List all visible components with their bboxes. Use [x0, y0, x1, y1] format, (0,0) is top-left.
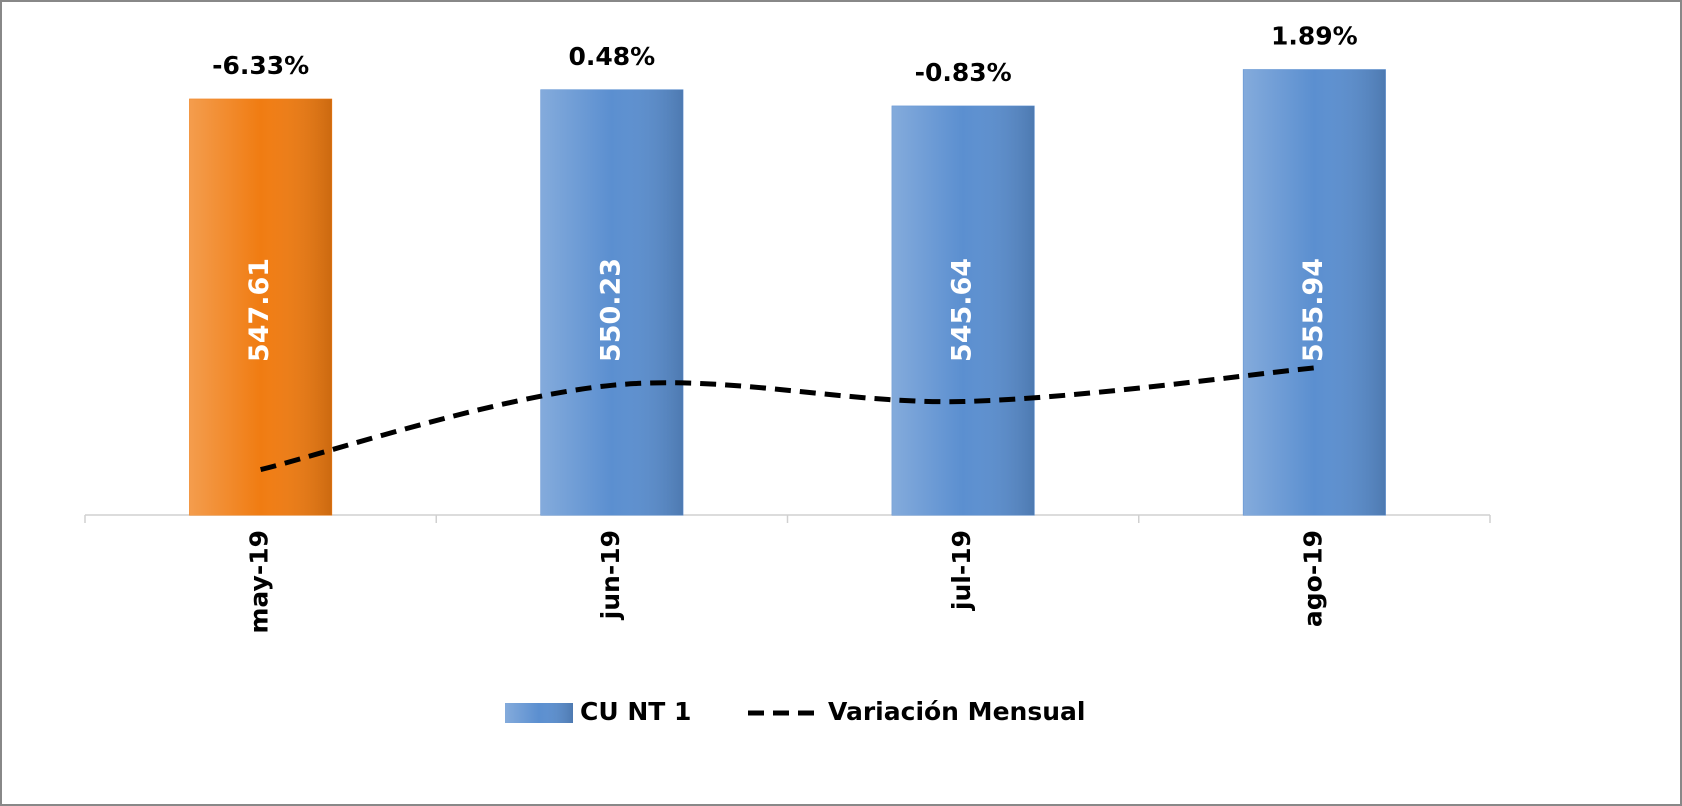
line-value-label: -0.83% — [915, 58, 1012, 87]
bar-value-label: 550.23 — [595, 258, 626, 362]
line-value-label: 0.48% — [569, 42, 656, 71]
x-tick-label: jun-19 — [596, 530, 625, 620]
bar-shade — [540, 89, 683, 516]
line — [260, 365, 1315, 473]
x-tick-label: ago-19 — [1298, 530, 1327, 627]
legend-swatch-shade — [505, 703, 573, 723]
line-value-label: 1.89% — [1271, 22, 1358, 51]
bar-value-label: 555.94 — [1298, 258, 1329, 362]
bar-value-label: 547.61 — [244, 258, 275, 362]
bar-shade — [1243, 69, 1386, 515]
bar-shade — [189, 99, 332, 515]
bar-shade — [892, 106, 1035, 515]
line-value-label: -6.33% — [212, 51, 309, 80]
bar-value-label: 545.64 — [947, 258, 978, 362]
x-tick-label: jul-19 — [947, 530, 976, 611]
legend-label: CU NT 1 — [580, 697, 691, 726]
legend-label: Variación Mensual — [828, 697, 1085, 726]
x-tick-label: may-19 — [245, 530, 274, 634]
